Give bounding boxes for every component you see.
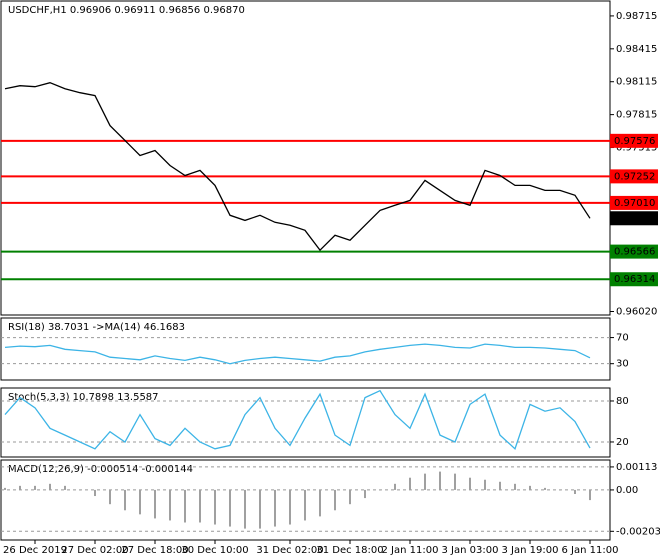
panel-title: Stoch(5,3,3) 10.7898 13.5587 [8, 392, 159, 403]
level-tag [610, 244, 658, 259]
level-label: 0.97576 [614, 136, 655, 147]
histogram-bar [109, 489, 111, 505]
panel-frame [0, 317, 611, 381]
x-tick-label: 3 Jan 03:00 [442, 545, 499, 556]
histogram-bar [319, 489, 321, 517]
panel-title: RSI(18) 38.7031 ->MA(14) 46.1683 [8, 322, 185, 333]
histogram-bar [49, 483, 51, 490]
histogram-bar [229, 489, 231, 527]
x-tick-label: 26 Dec 2019 [3, 545, 67, 556]
histogram-bar [79, 489, 81, 491]
histogram-bar [169, 489, 171, 521]
y-tick-label: 0.98415 [616, 44, 657, 55]
histogram-bar [274, 489, 276, 527]
histogram-bar [514, 483, 516, 490]
histogram-bar [244, 489, 246, 529]
y-tick-label: 0.00 [616, 485, 638, 496]
panel-title: USDCHF,H1 0.96906 0.96911 0.96856 0.9687… [8, 5, 245, 16]
y-tick-label: 30 [616, 359, 629, 370]
panel-frame [0, 0, 611, 316]
level-label: 0.96314 [614, 274, 655, 285]
histogram-bar [259, 489, 261, 529]
histogram-bar [574, 489, 576, 494]
histogram-bar [499, 481, 501, 490]
histogram-bar [19, 485, 21, 490]
histogram-bar [439, 471, 441, 490]
histogram-bar [559, 489, 561, 491]
histogram-bar [334, 489, 336, 511]
level-tag [610, 169, 658, 184]
histogram-bar [409, 477, 411, 490]
y-tick-label: 0.97815 [616, 110, 657, 121]
x-tick-label: 30 Dec 10:00 [181, 545, 248, 556]
histogram-bar [454, 473, 456, 490]
price-line [4, 343, 591, 365]
x-tick-label: 3 Jan 19:00 [502, 545, 559, 556]
y-tick-label: 0.98715 [616, 11, 657, 22]
histogram-bar [289, 489, 291, 525]
histogram-bar [394, 483, 396, 490]
x-tick-label: 31 Dec 18:00 [316, 545, 383, 556]
level-label: 0.97010 [614, 198, 655, 209]
histogram-bar [469, 477, 471, 490]
level-tag [610, 195, 658, 210]
histogram-bar [139, 489, 141, 515]
x-tick-label: 27 Dec 02:00 [61, 545, 128, 556]
histogram-bar [184, 489, 186, 523]
histogram-bar [154, 489, 156, 519]
x-tick-label: 31 Dec 02:00 [256, 545, 323, 556]
histogram-bar [214, 489, 216, 525]
histogram-bar [424, 473, 426, 490]
y-tick-label: 0.97515 [616, 143, 657, 154]
level-label: 0.97252 [614, 171, 655, 182]
y-tick-label: 0.98115 [616, 77, 657, 88]
level-label: 0.96566 [614, 247, 655, 258]
level-tag [610, 211, 658, 226]
x-tick-label: 6 Jan 11:00 [562, 545, 619, 556]
panel-frame [0, 459, 611, 541]
histogram-bar [544, 487, 546, 490]
histogram-bar [34, 485, 36, 490]
panel-title: MACD(12,26,9) -0.000514 -0.000144 [8, 464, 193, 475]
histogram-bar [379, 489, 381, 491]
y-tick-label: -0.002033 [616, 526, 660, 537]
y-tick-label: 0.96020 [616, 306, 657, 317]
x-tick-label: 27 Dec 18:00 [121, 545, 188, 556]
panel-frame [0, 387, 611, 458]
histogram-bar [124, 489, 126, 511]
price-line [4, 389, 591, 450]
histogram-bar [364, 489, 366, 499]
y-tick-label: 0.00113 [616, 462, 657, 473]
level-label: 0.96870 [614, 213, 655, 224]
level-tag [610, 272, 658, 287]
histogram-bar [64, 485, 66, 490]
histogram-bar [484, 479, 486, 490]
y-tick-label: 70 [616, 333, 629, 344]
level-tag [610, 133, 658, 148]
histogram-bar [304, 489, 306, 521]
price-line [4, 82, 591, 252]
histogram-bar [199, 489, 201, 523]
y-tick-label: 20 [616, 437, 629, 448]
histogram-bar [94, 489, 96, 497]
histogram-bar [349, 489, 351, 505]
histogram-bar [4, 487, 6, 490]
y-tick-label: 80 [616, 396, 629, 407]
x-tick-label: 2 Jan 11:00 [382, 545, 439, 556]
histogram-bar [589, 489, 591, 501]
histogram-bar [529, 485, 531, 490]
